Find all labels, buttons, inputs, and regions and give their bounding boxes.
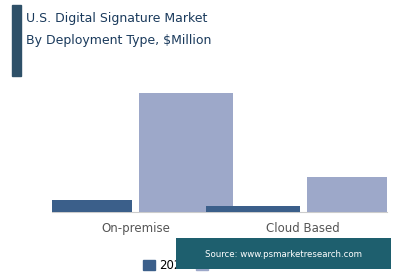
Bar (306, 177, 399, 212)
Text: By Deployment Type, $Million: By Deployment Type, $Million (26, 34, 211, 47)
FancyBboxPatch shape (158, 236, 399, 272)
Legend: 2021, 2030: 2021, 2030 (138, 255, 247, 272)
Bar (206, 206, 300, 212)
Bar (139, 93, 233, 212)
Text: Source: www.psmarketresearch.com: Source: www.psmarketresearch.com (205, 250, 362, 259)
Bar (38, 200, 132, 212)
Text: U.S. Digital Signature Market: U.S. Digital Signature Market (26, 12, 207, 25)
